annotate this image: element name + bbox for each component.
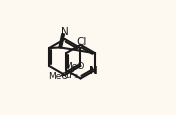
Text: MeO: MeO <box>64 61 84 70</box>
Text: MeO: MeO <box>48 71 69 80</box>
Text: CF₃: CF₃ <box>63 70 78 79</box>
Text: N: N <box>89 65 97 75</box>
Text: N: N <box>61 27 68 37</box>
Text: Cl: Cl <box>76 36 86 46</box>
